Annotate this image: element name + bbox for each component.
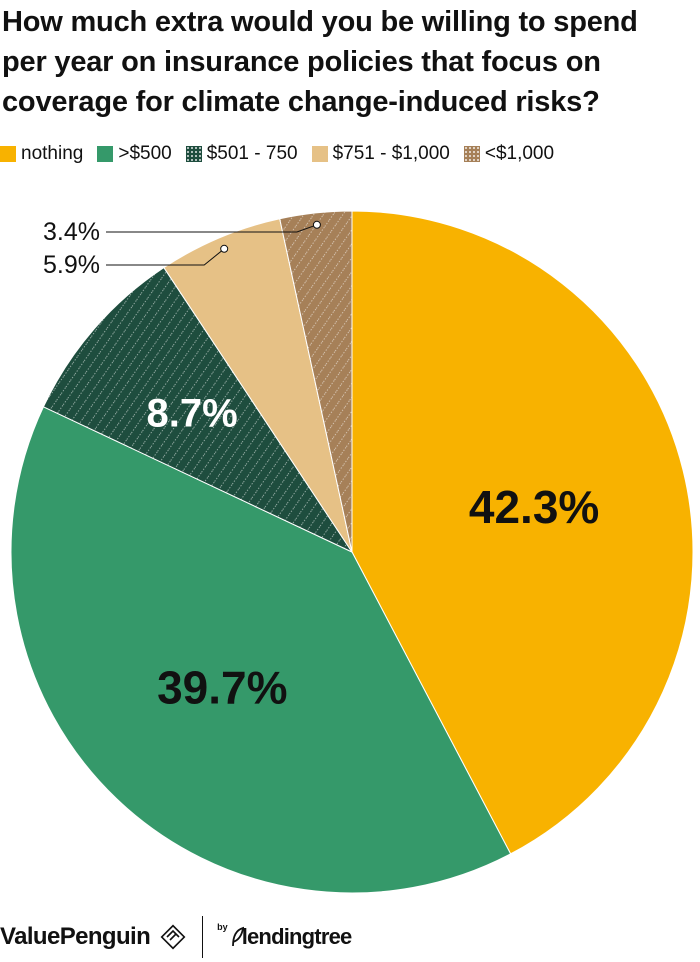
- leaf-icon: [231, 926, 244, 947]
- pie-labels: 42.3% 39.7% 8.7% 5.9% 3.4%: [43, 218, 599, 714]
- callout-dot-1-000: [312, 220, 321, 229]
- partner-name: lendingtree: [241, 924, 353, 949]
- legend-swatch-501-750: [185, 146, 202, 162]
- legend-swatch-nothing: [0, 146, 16, 162]
- legend-label-under-500: >$500: [118, 143, 172, 164]
- pie-slice-751-1-000: [163, 218, 353, 553]
- legend-item-501-750: $501 - 750: [185, 143, 298, 165]
- legend-swatch-under-500: [97, 146, 114, 162]
- legend-item-751-1000: $751 - $1,000: [311, 143, 450, 165]
- chart-title: How much extra would you be willing to s…: [2, 2, 698, 122]
- legend-label-501-750: $501 - 750: [206, 143, 298, 164]
- callout-line-751-1-000: [106, 248, 225, 266]
- callout-dot-751-1-000: [220, 244, 229, 253]
- legend-item-nothing: nothing: [0, 143, 83, 165]
- pie-slice-1-000: [279, 210, 353, 553]
- pie-slice-500: [10, 406, 512, 894]
- valuepenguin-logo-icon: [160, 924, 186, 950]
- legend-label-nothing: nothing: [21, 143, 84, 164]
- legend-item-under-500: >$500: [97, 143, 172, 165]
- chart-title-line-3: coverage for climate change-induced risk…: [2, 86, 600, 118]
- pie-label-751-1-000: 5.9%: [43, 251, 100, 279]
- legend-swatch-751-1000: [311, 146, 328, 162]
- pie-label-500: 39.7%: [157, 662, 287, 714]
- footer: ValuePenguin by lendingtree: [0, 912, 700, 962]
- chart-title-line-1: How much extra would you be willing to s…: [2, 6, 638, 38]
- pie-slice-501-750: [42, 266, 354, 554]
- legend-item-over-1000: <$1,000: [463, 143, 555, 165]
- pie-slices: [10, 210, 694, 894]
- chart-legend: nothing >$500 $501 - 750 $751 - $1,000 <…: [0, 143, 700, 165]
- callout-line-1-000: [106, 224, 318, 233]
- footer-by: by: [217, 922, 228, 932]
- legend-label-751-1000: $751 - $1,000: [332, 143, 450, 164]
- chart-title-line-2: per year on insurance policies that focu…: [2, 46, 601, 78]
- brand-name: ValuePenguin: [0, 923, 151, 950]
- legend-swatch-over-1000: [463, 146, 480, 162]
- legend-label-over-1000: <$1,000: [484, 143, 555, 164]
- pie-label-nothing: 42.3%: [469, 481, 599, 533]
- pie-slice-nothing: [351, 210, 694, 855]
- pie-label-501-750: 8.7%: [147, 392, 238, 436]
- footer-divider: [202, 916, 204, 958]
- pie-label-1-000: 3.4%: [43, 218, 100, 246]
